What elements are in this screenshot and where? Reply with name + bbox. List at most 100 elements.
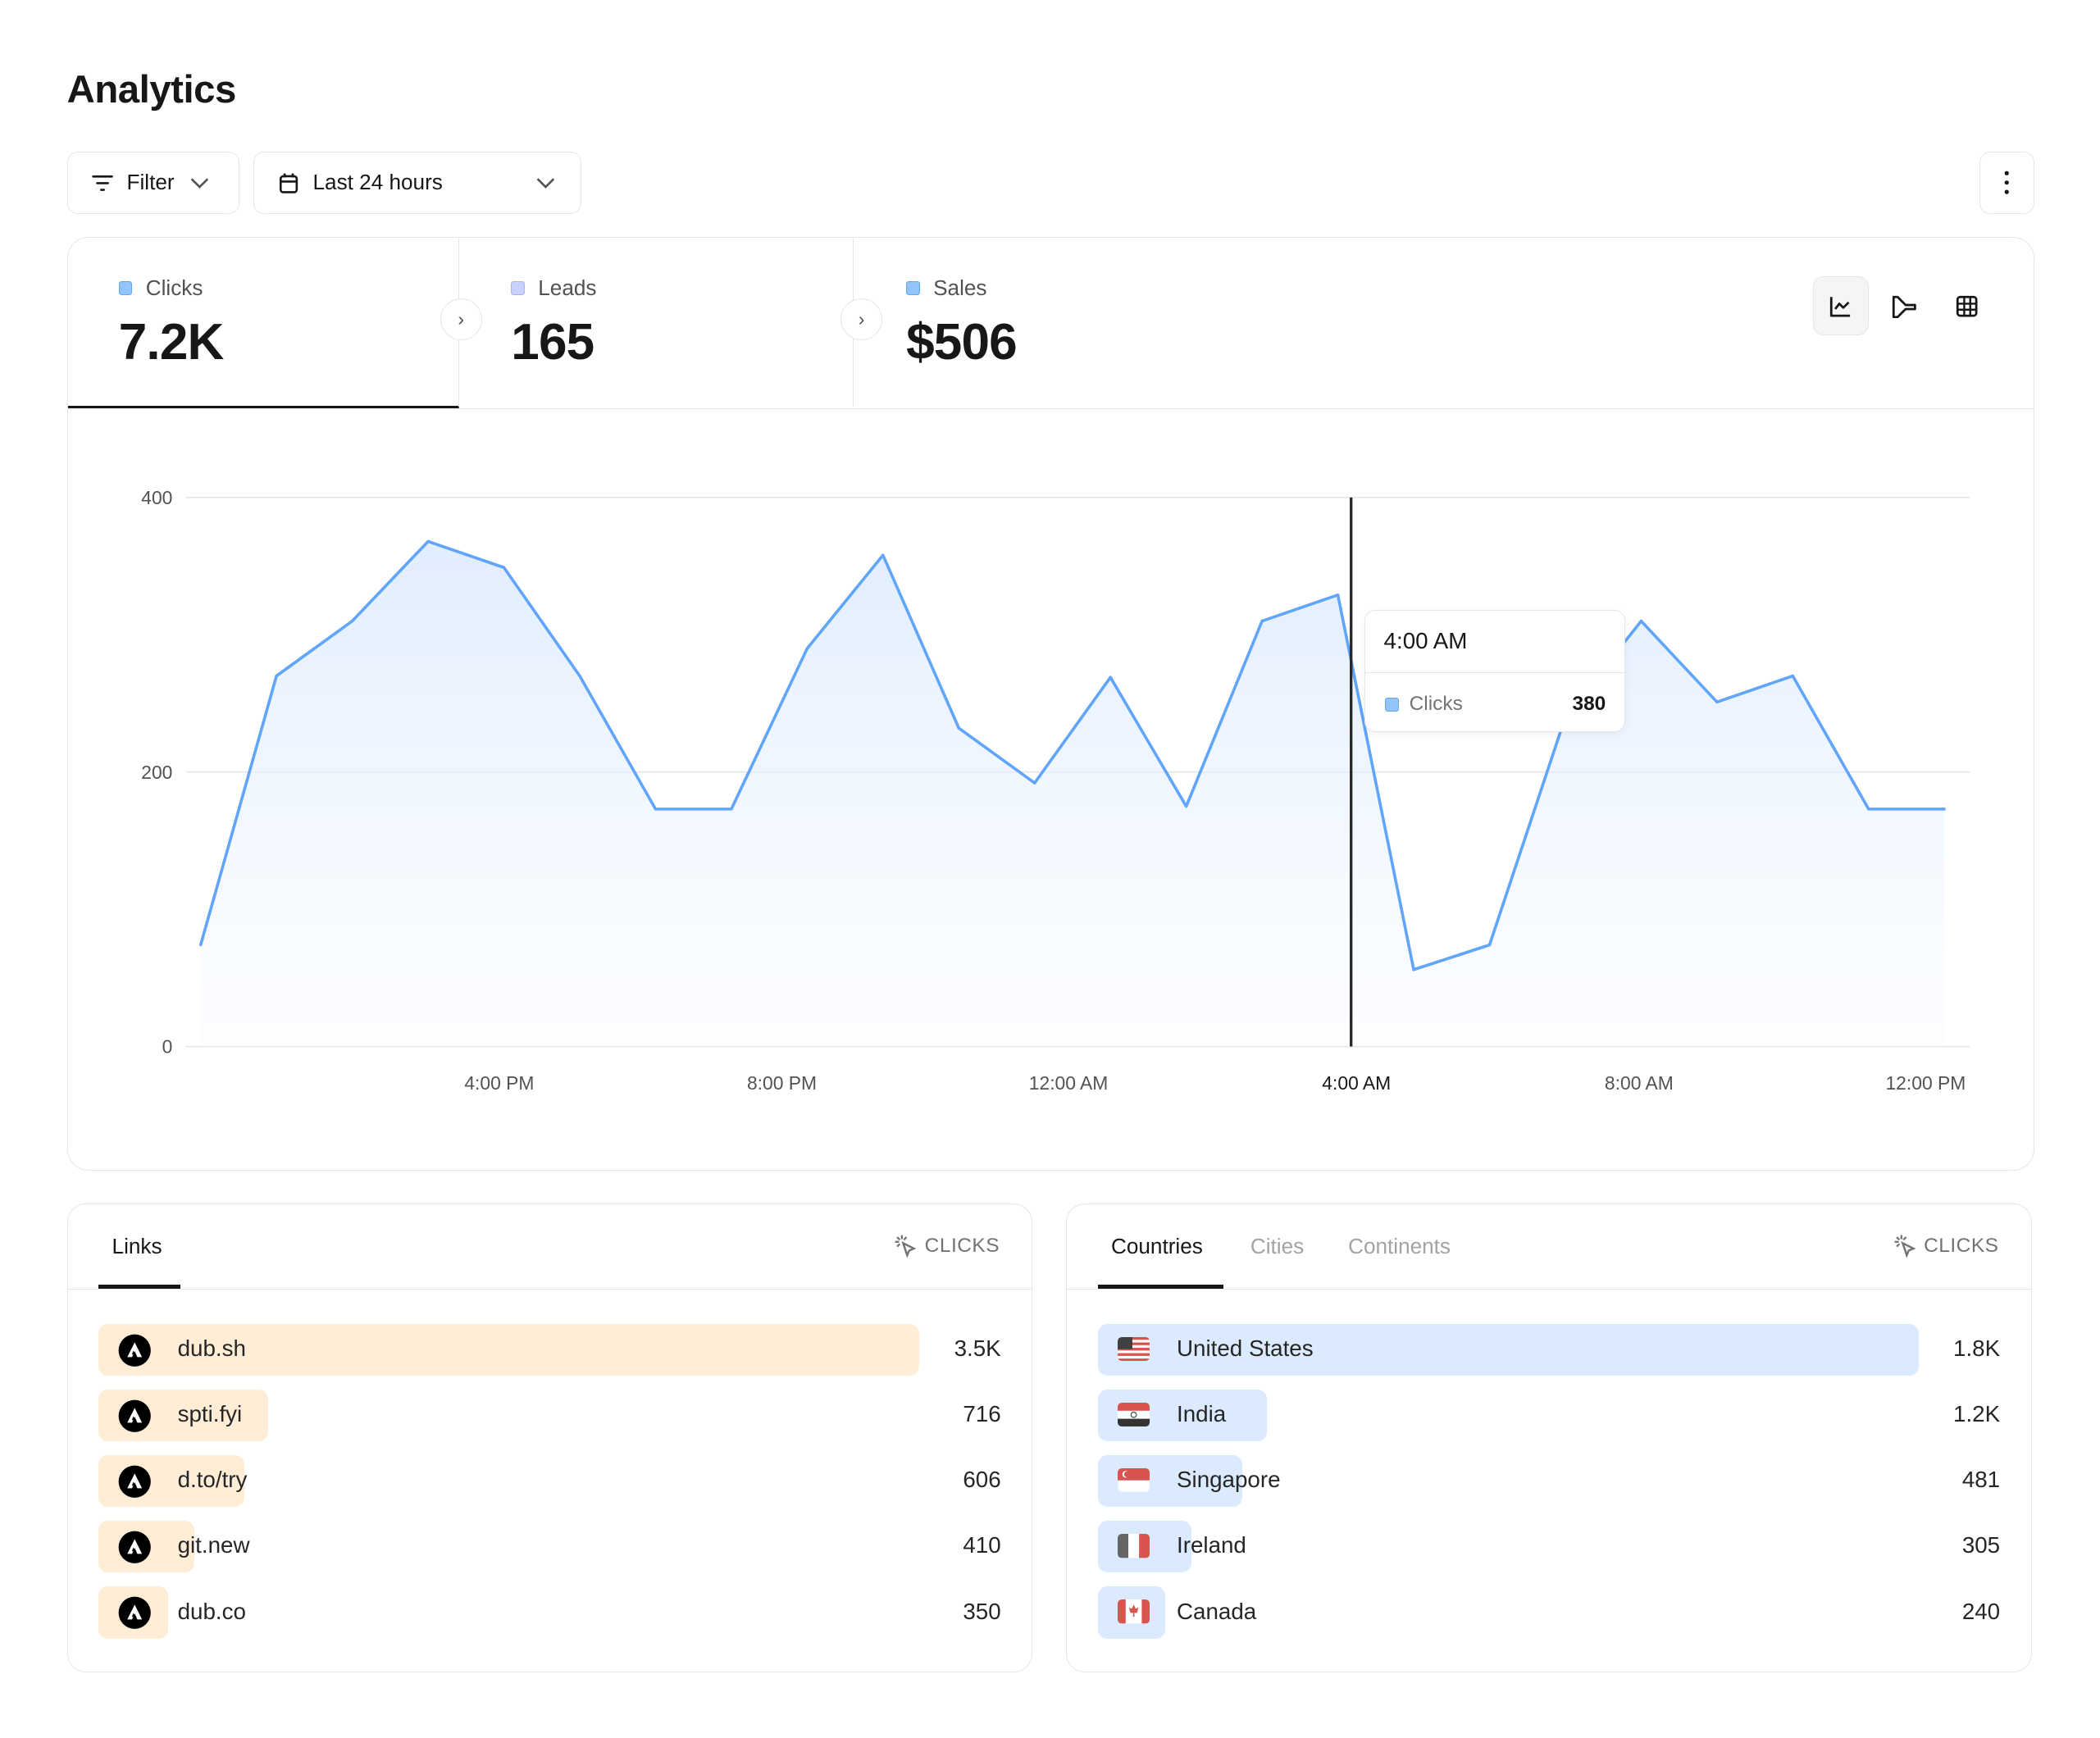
date-range-label: Last 24 hours	[312, 170, 443, 195]
chevron-right-icon: ›	[440, 298, 482, 340]
row-value: 240	[1961, 1598, 2001, 1624]
links-panel: Links CLICKS dub.sh 3.5K spti.fyi 716 d.to/t…	[66, 1203, 1033, 1672]
date-range-select[interactable]: Last 24 hours	[253, 151, 581, 215]
tab-countries[interactable]: Countries	[1110, 1234, 1203, 1259]
row-label: spti.fyi	[177, 1401, 243, 1427]
tab-links[interactable]: Links	[112, 1234, 162, 1259]
data-point	[881, 553, 885, 557]
row-value: 305	[1961, 1532, 2001, 1558]
link-row[interactable]: dub.co 350	[98, 1586, 1001, 1639]
line-chart-view-button[interactable]	[1812, 276, 1870, 336]
tooltip-series-label: Clicks	[1409, 692, 1463, 715]
country-row[interactable]: Singapore 481	[1097, 1454, 2001, 1508]
in-flag-icon	[1118, 1403, 1150, 1432]
metric-label: Sales	[933, 275, 987, 300]
sales-color-swatch	[906, 280, 920, 295]
x-tick-label: 4:00 PM	[464, 1072, 534, 1094]
data-point	[1260, 619, 1264, 623]
country-row[interactable]: Ireland 305	[1097, 1520, 2001, 1573]
funnel-icon	[1892, 295, 1916, 318]
line-chart-icon	[1830, 296, 1851, 317]
clicks-column-label: CLICKS	[894, 1234, 1000, 1258]
dub-logo-icon	[117, 1530, 152, 1570]
chevron-right-icon: ›	[840, 298, 883, 340]
row-value: 606	[963, 1467, 1001, 1493]
metric-label: Clicks	[145, 275, 203, 300]
data-point	[350, 619, 353, 623]
data-point	[1412, 968, 1415, 971]
cursor-click-icon	[1894, 1235, 1916, 1258]
filter-label: Filter	[126, 170, 175, 195]
x-tick-label: 8:00 PM	[747, 1072, 817, 1094]
calendar-icon	[280, 173, 298, 193]
data-point	[1943, 808, 1946, 811]
link-row[interactable]: git.new 410	[98, 1520, 1001, 1573]
x-tick-label: 12:00 PM	[1885, 1072, 1966, 1094]
data-point	[1487, 944, 1491, 947]
row-label: d.to/try	[177, 1467, 248, 1493]
row-value: 481	[1961, 1467, 2001, 1493]
country-row[interactable]: United States 1.8K	[1097, 1323, 2000, 1376]
row-value: 3.5K	[954, 1335, 1001, 1362]
country-row[interactable]: Canada 240	[1097, 1586, 2001, 1639]
value-bar	[1097, 1323, 1919, 1376]
data-point	[1866, 808, 1870, 811]
data-point	[1639, 619, 1642, 623]
metric-tab-leads[interactable]: Leads 165	[460, 238, 854, 407]
row-label: git.new	[177, 1532, 250, 1558]
dub-logo-icon	[117, 1595, 152, 1636]
data-point	[275, 674, 278, 678]
page-title: Analytics	[66, 67, 237, 111]
row-value: 716	[963, 1401, 1001, 1427]
country-row[interactable]: India 1.2K	[1097, 1389, 2000, 1442]
data-point	[1109, 676, 1112, 679]
row-label: Ireland	[1177, 1532, 1246, 1558]
x-tick-label: 8:00 AM	[1605, 1072, 1674, 1094]
row-value: 410	[963, 1532, 1001, 1558]
data-point	[502, 566, 505, 569]
ca-flag-icon	[1118, 1599, 1150, 1629]
metric-value: 165	[511, 313, 594, 371]
clicks-area-fill	[200, 541, 1944, 1047]
cursor-click-icon	[895, 1235, 917, 1258]
ie-flag-icon	[1118, 1534, 1150, 1563]
link-row[interactable]: dub.sh 3.5K	[98, 1323, 1001, 1376]
row-label: Canada	[1177, 1598, 1257, 1624]
chevron-down-icon	[190, 178, 209, 189]
row-label: dub.sh	[177, 1335, 246, 1362]
funnel-view-button[interactable]	[1876, 276, 1933, 335]
data-point	[1336, 594, 1339, 597]
data-point	[654, 808, 657, 811]
vertical-dots-icon	[2004, 171, 2010, 194]
data-point	[729, 808, 733, 811]
row-label: India	[1177, 1401, 1227, 1427]
link-row[interactable]: spti.fyi 716	[98, 1389, 1001, 1442]
chevron-down-icon	[536, 178, 555, 189]
metric-tab-sales[interactable]: Sales $506	[855, 238, 1257, 407]
clicks-area-chart[interactable]: 0 200 400 4:00 PM 8:00 PM 12:00 AM 4:00 AM 8:0…	[68, 238, 2034, 1170]
tooltip-value: 380	[1572, 692, 1606, 715]
row-label: Singapore	[1177, 1467, 1281, 1493]
tab-continents[interactable]: Continents	[1348, 1234, 1451, 1259]
link-row[interactable]: d.to/try 606	[98, 1454, 1001, 1508]
tab-cities[interactable]: Cities	[1250, 1234, 1305, 1259]
metric-tabs: Clicks 7.2K › Leads 165 › Sales $506	[67, 238, 2034, 409]
row-value: 350	[963, 1598, 1001, 1624]
value-bar	[98, 1323, 920, 1376]
active-tab-underline	[98, 1285, 180, 1290]
table-view-button[interactable]	[1938, 276, 1995, 335]
data-point	[957, 726, 960, 730]
metric-label: CLICKS	[1924, 1234, 1999, 1257]
y-tick-label: 400	[141, 487, 172, 508]
metric-value: 7.2K	[118, 313, 225, 371]
dub-logo-icon	[117, 1399, 152, 1439]
data-point	[805, 647, 809, 650]
clicks-color-swatch	[118, 280, 133, 295]
metric-tab-clicks[interactable]: Clicks 7.2K	[67, 238, 459, 408]
metric-label: CLICKS	[924, 1234, 1000, 1257]
more-options-button[interactable]	[1979, 151, 2034, 215]
filter-icon	[92, 175, 113, 191]
row-label: United States	[1177, 1335, 1314, 1362]
y-tick-label: 200	[141, 762, 172, 783]
filter-button[interactable]: Filter	[66, 151, 240, 215]
